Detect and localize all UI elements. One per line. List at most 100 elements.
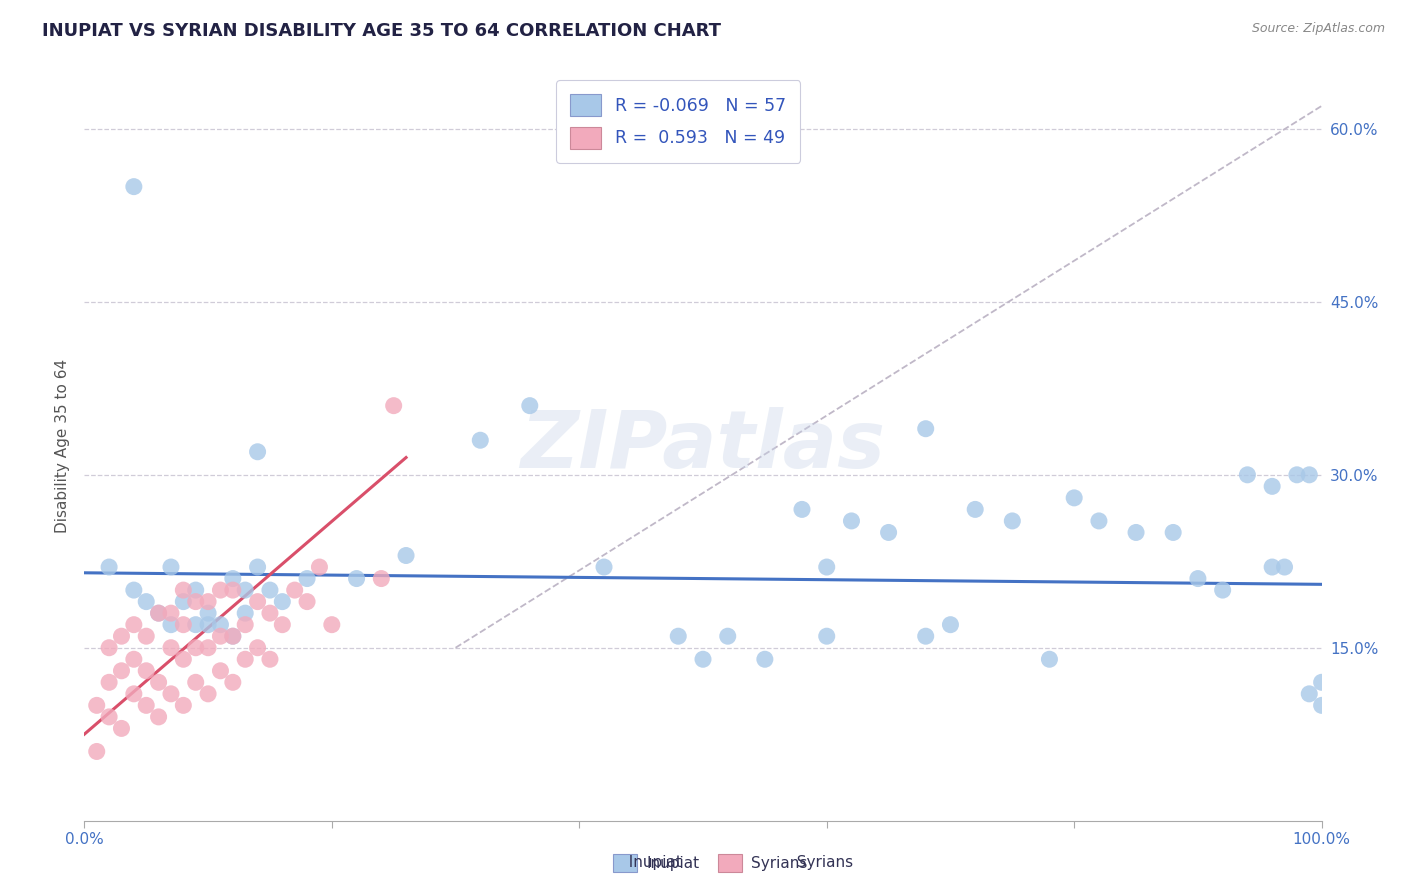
Point [470, 434, 492, 448]
Point [197, 640, 219, 655]
Point [160, 640, 183, 655]
Point [160, 606, 183, 620]
Point [86, 698, 108, 713]
Point [135, 629, 157, 643]
Point [197, 594, 219, 608]
Point [122, 583, 145, 598]
Point [86, 744, 108, 758]
Point [1274, 560, 1296, 574]
Point [259, 652, 281, 666]
Point [160, 617, 183, 632]
Point [172, 652, 194, 666]
Point [110, 722, 132, 736]
Text: Source: ZipAtlas.com: Source: ZipAtlas.com [1251, 22, 1385, 36]
Point [1298, 687, 1320, 701]
Point [1212, 583, 1234, 598]
Point [790, 502, 813, 516]
Point [259, 583, 281, 598]
Point [160, 560, 183, 574]
Point [209, 629, 232, 643]
Point [233, 617, 256, 632]
Point [1261, 479, 1284, 493]
Point [172, 594, 194, 608]
Point [1088, 514, 1111, 528]
Point [246, 444, 269, 458]
Point [122, 652, 145, 666]
Point [877, 525, 900, 540]
Point [122, 617, 145, 632]
Point [308, 560, 330, 574]
Point [1187, 572, 1209, 586]
Point [172, 617, 194, 632]
Point [148, 606, 170, 620]
Point [914, 422, 936, 436]
Point [321, 617, 343, 632]
Point [1236, 467, 1258, 482]
Point [172, 583, 194, 598]
Point [233, 652, 256, 666]
Point [246, 640, 269, 655]
Legend: Inupiat, Syrians: Inupiat, Syrians [606, 848, 814, 878]
Point [692, 652, 714, 666]
Text: Syrians: Syrians [787, 855, 853, 870]
Point [295, 572, 318, 586]
Point [593, 560, 616, 574]
Point [754, 652, 776, 666]
Point [246, 560, 269, 574]
Point [233, 583, 256, 598]
Point [1161, 525, 1184, 540]
Point [815, 560, 838, 574]
Point [965, 502, 987, 516]
Point [110, 629, 132, 643]
Point [184, 583, 207, 598]
Point [519, 399, 541, 413]
Point [135, 698, 157, 713]
Point [382, 399, 405, 413]
Point [1310, 675, 1333, 690]
Point [197, 606, 219, 620]
Point [233, 606, 256, 620]
Text: INUPIAT VS SYRIAN DISABILITY AGE 35 TO 64 CORRELATION CHART: INUPIAT VS SYRIAN DISABILITY AGE 35 TO 6… [42, 22, 721, 40]
Point [135, 664, 157, 678]
Point [148, 710, 170, 724]
Point [370, 572, 392, 586]
Point [110, 664, 132, 678]
Point [222, 629, 245, 643]
Point [259, 606, 281, 620]
Point [135, 594, 157, 608]
Point [98, 710, 121, 724]
Point [246, 594, 269, 608]
Point [1063, 491, 1085, 505]
Point [1298, 467, 1320, 482]
Point [1310, 698, 1333, 713]
Point [1125, 525, 1147, 540]
Point [184, 594, 207, 608]
Point [209, 664, 232, 678]
Point [172, 698, 194, 713]
Point [815, 629, 838, 643]
Point [271, 617, 294, 632]
Point [346, 572, 368, 586]
Point [98, 560, 121, 574]
Point [222, 583, 245, 598]
Text: Inupiat: Inupiat [619, 855, 682, 870]
Point [197, 617, 219, 632]
Point [284, 583, 307, 598]
Point [122, 179, 145, 194]
Point [666, 629, 689, 643]
Point [295, 594, 318, 608]
Point [222, 629, 245, 643]
Point [1038, 652, 1060, 666]
Point [1261, 560, 1284, 574]
Point [222, 572, 245, 586]
Point [148, 675, 170, 690]
Point [914, 629, 936, 643]
Point [184, 617, 207, 632]
Point [98, 640, 121, 655]
Point [939, 617, 962, 632]
Point [98, 675, 121, 690]
Point [197, 687, 219, 701]
Point [209, 617, 232, 632]
Point [184, 640, 207, 655]
Point [1001, 514, 1024, 528]
